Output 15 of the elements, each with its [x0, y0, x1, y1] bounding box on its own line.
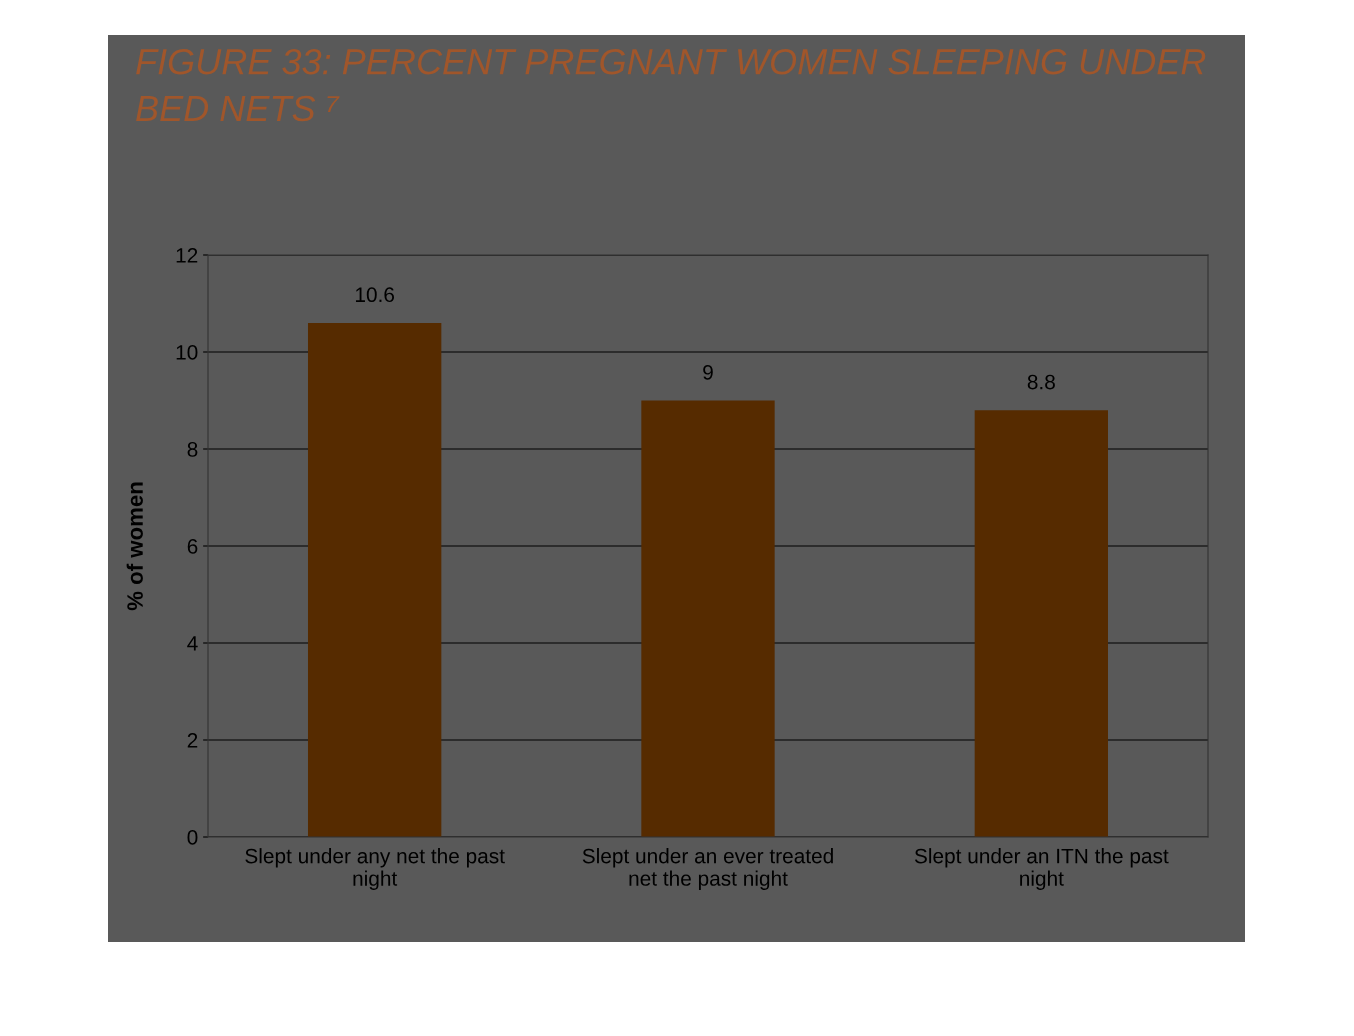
y-tick-label: 2 [187, 733, 198, 748]
data-label: 9 [703, 364, 713, 380]
y-tick-label: 6 [187, 539, 198, 554]
y-tick-label: 4 [187, 636, 198, 651]
x-tick-label: Slept under an ITN the past night [914, 848, 1169, 890]
y-tick-label: 0 [187, 830, 198, 845]
x-tick-label: Slept under any net the past night [245, 848, 505, 890]
y-tick-label: 10 [176, 345, 198, 360]
data-label: 10.6 [355, 287, 395, 303]
y-tick-label: 12 [176, 248, 198, 263]
x-tick-label: Slept under an ever treated net the past night [582, 848, 833, 890]
chart-title: FIGURE 33: PERCENT PREGNANT WOMEN SLEEPING UNDER BED NETS ⁷ [136, 48, 1206, 122]
y-tick-label: 8 [187, 442, 198, 457]
data-label: 8.8 [1027, 374, 1055, 390]
y-axis-title: % of women [126, 482, 143, 611]
